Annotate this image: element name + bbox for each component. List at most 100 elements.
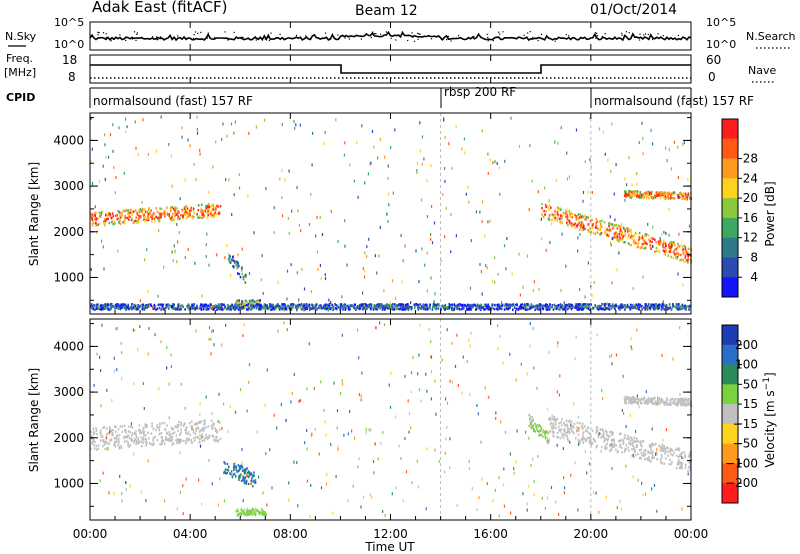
echo-cell — [353, 436, 356, 440]
echo-cell — [578, 306, 580, 309]
echo-cell — [649, 398, 651, 401]
echo-cell — [238, 173, 240, 177]
echo-cell — [355, 307, 357, 310]
echo-cell — [253, 300, 256, 304]
echo-cell — [106, 427, 108, 430]
echo-cell — [92, 305, 95, 308]
echo-cell — [586, 471, 588, 475]
echo-cell — [643, 306, 645, 309]
echo-cell — [100, 404, 102, 408]
echo-cell — [404, 308, 406, 311]
echo-cell — [610, 443, 612, 447]
echo-cell — [231, 306, 233, 310]
echo-cell — [158, 229, 160, 232]
echo-cell — [407, 308, 410, 311]
echo-cell — [137, 152, 139, 156]
echo-cell — [538, 423, 540, 427]
echo-cell — [479, 210, 481, 214]
echo-cell — [234, 261, 236, 264]
echo-cell — [496, 162, 498, 165]
echo-cell — [129, 215, 131, 218]
nsearch-point — [395, 39, 397, 41]
echo-cell — [654, 306, 657, 309]
echo-cell — [152, 213, 154, 216]
echo-cell — [96, 432, 98, 436]
echo-cell — [92, 432, 95, 435]
echo-cell — [678, 306, 680, 309]
echo-cell — [554, 219, 556, 222]
echo-cell — [461, 304, 464, 308]
echo-cell — [310, 192, 312, 196]
echo-cell — [121, 430, 124, 434]
nsearch-point — [97, 31, 99, 33]
echo-cell — [176, 223, 178, 226]
echo-cell — [687, 194, 690, 197]
nsearch-point — [417, 38, 419, 40]
echo-cell — [559, 430, 562, 433]
echo-cell — [612, 431, 614, 435]
echo-cell — [586, 427, 589, 430]
echo-cell — [487, 152, 489, 156]
echo-cell — [641, 235, 644, 238]
echo-cell — [574, 305, 577, 309]
nsearch-point — [194, 31, 197, 33]
echo-cell — [579, 226, 582, 229]
echo-cell — [94, 308, 96, 311]
echo-cell — [544, 213, 546, 216]
nsky-tick-top: 10^5 — [54, 16, 84, 29]
echo-cell — [679, 191, 682, 195]
echo-cell — [93, 217, 96, 221]
echo-cell — [335, 304, 337, 307]
echo-cell — [601, 219, 603, 222]
echo-cell — [166, 438, 169, 442]
echo-cell — [164, 427, 166, 431]
echo-cell — [437, 307, 440, 310]
echo-cell — [130, 439, 133, 442]
echo-cell — [92, 220, 94, 223]
echo-cell — [378, 254, 380, 258]
echo-cell — [674, 448, 677, 452]
echo-cell — [203, 439, 205, 442]
echo-cell — [269, 448, 271, 452]
echo-cell — [202, 426, 204, 430]
echo-cell — [621, 222, 623, 226]
echo-cell — [591, 224, 594, 227]
echo-cell — [331, 303, 333, 306]
echo-cell — [216, 431, 218, 434]
echo-cell — [118, 220, 120, 224]
echo-cell — [515, 307, 518, 311]
echo-cell — [214, 429, 217, 432]
echo-cell — [671, 245, 673, 248]
echo-cell — [470, 331, 472, 335]
echo-cell — [582, 190, 585, 194]
echo-cell — [631, 183, 633, 187]
echo-cell — [234, 410, 237, 414]
echo-cell — [197, 426, 199, 429]
echo-cell — [456, 504, 458, 508]
echo-cell — [129, 444, 132, 447]
echo-cell — [119, 218, 121, 221]
echo-cell — [651, 196, 654, 199]
echo-cell — [667, 454, 669, 457]
echo-cell — [685, 250, 688, 253]
echo-cell — [641, 236, 644, 240]
echo-cell — [198, 214, 201, 218]
echo-cell — [660, 196, 662, 200]
echo-cell — [654, 196, 657, 199]
echo-cell — [663, 230, 665, 234]
echo-cell — [130, 437, 133, 440]
echo-cell — [197, 436, 199, 440]
echo-cell — [538, 430, 540, 434]
echo-cell — [184, 213, 187, 216]
echo-cell — [113, 437, 116, 440]
echo-cell — [186, 207, 189, 210]
echo-cell — [116, 327, 118, 331]
echo-cell — [539, 425, 542, 428]
echo-cell — [659, 401, 662, 405]
echo-cell — [273, 231, 275, 235]
echo-cell — [674, 305, 676, 308]
echo-cell — [119, 425, 122, 428]
echo-cell — [281, 303, 283, 306]
echo-cell — [335, 475, 337, 478]
echo-cell — [557, 425, 560, 429]
